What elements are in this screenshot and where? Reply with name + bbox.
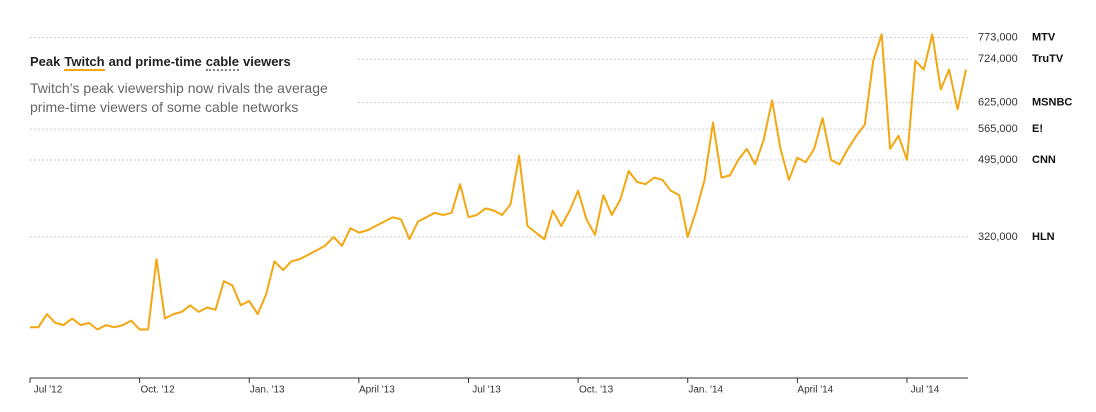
chart-subtitle: Twitch’s peak viewership now rivals the …	[30, 80, 328, 115]
line-series	[30, 33, 967, 331]
x-tick-label: Oct. '13	[579, 385, 614, 396]
x-tick-label: April '13	[359, 385, 395, 396]
x-tick-label: Jan. '14	[688, 385, 723, 396]
y-tick-label: 773,000	[978, 31, 1018, 43]
y-tick-label: 495,000	[978, 154, 1018, 166]
y-tick-label: 320,000	[978, 231, 1018, 243]
title-part: Peak	[30, 54, 61, 69]
title-part: viewers	[243, 54, 291, 69]
title-part: Twitch	[64, 54, 105, 71]
y-tick-name: MTV	[1032, 31, 1056, 43]
y-tick-label: 565,000	[978, 123, 1018, 135]
x-tick-label: Jul '14	[911, 385, 940, 396]
y-tick-name: CNN	[1032, 154, 1056, 166]
x-tick-label: Oct. '12	[141, 385, 176, 396]
y-tick-label: 625,000	[978, 97, 1018, 109]
y-tick-name: MSNBC	[1032, 97, 1072, 109]
x-tick-label: Jan. '13	[250, 385, 285, 396]
x-tick-label: Jul '13	[472, 385, 501, 396]
y-tick-name: HLN	[1032, 231, 1055, 243]
chart-title: Peak Twitch and prime-time cable viewers	[30, 54, 350, 71]
x-tick-label: April '14	[797, 385, 833, 396]
title-part: cable	[205, 54, 240, 71]
header: Peak Twitch and prime-time cable viewers Twi…	[28, 50, 356, 123]
title-part: and prime-time	[108, 54, 202, 69]
x-tick-label: Jul '12	[34, 385, 63, 396]
y-tick-name: TruTV	[1032, 53, 1064, 65]
y-tick-label: 724,000	[978, 53, 1018, 65]
y-tick-name: E!	[1032, 123, 1043, 135]
